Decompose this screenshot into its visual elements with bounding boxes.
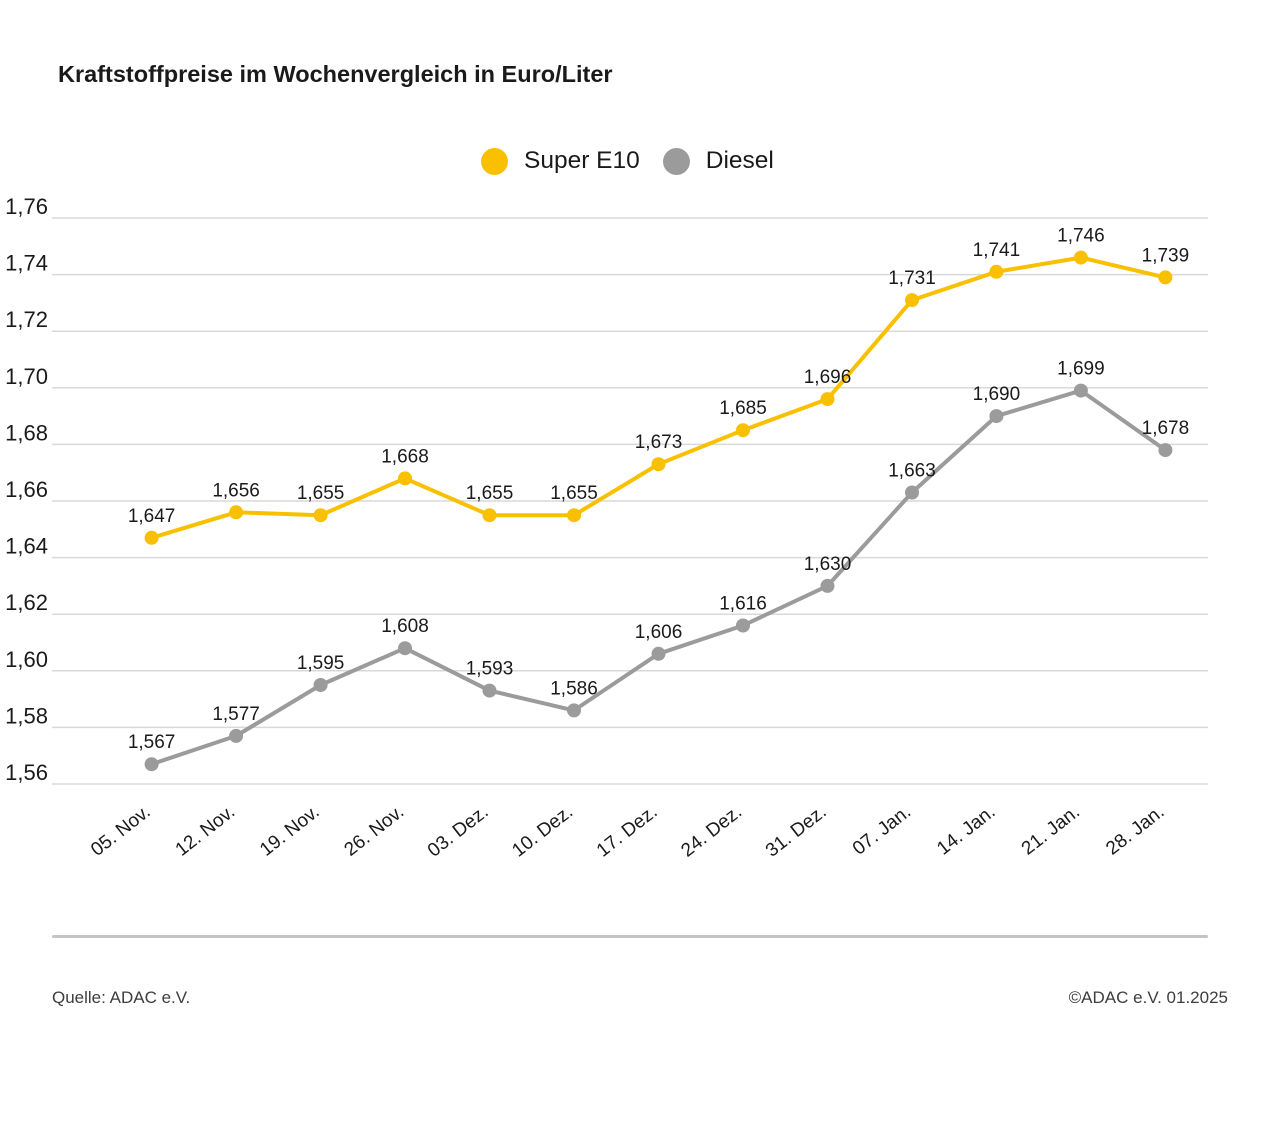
svg-text:1,74: 1,74 [5, 251, 48, 276]
svg-text:1,699: 1,699 [1057, 359, 1105, 380]
svg-text:1,60: 1,60 [5, 647, 48, 672]
svg-text:1,746: 1,746 [1057, 226, 1105, 247]
svg-text:1,616: 1,616 [719, 594, 767, 615]
svg-text:1,567: 1,567 [128, 732, 176, 753]
svg-text:05. Nov.: 05. Nov. [87, 801, 155, 860]
svg-text:1,668: 1,668 [381, 446, 429, 467]
svg-text:1,685: 1,685 [719, 398, 767, 419]
svg-text:14. Jan.: 14. Jan. [933, 801, 999, 859]
svg-text:1,586: 1,586 [550, 678, 598, 699]
svg-text:1,595: 1,595 [297, 653, 345, 674]
svg-text:19. Nov.: 19. Nov. [256, 801, 324, 860]
svg-text:1,577: 1,577 [212, 704, 260, 725]
svg-text:1,62: 1,62 [5, 590, 48, 615]
svg-text:24. Dez.: 24. Dez. [677, 801, 746, 861]
svg-text:1,647: 1,647 [128, 506, 176, 527]
svg-text:26. Nov.: 26. Nov. [340, 801, 408, 860]
svg-text:07. Jan.: 07. Jan. [849, 801, 915, 859]
svg-text:1,655: 1,655 [466, 483, 514, 504]
svg-text:21. Jan.: 21. Jan. [1018, 801, 1084, 859]
svg-text:1,673: 1,673 [635, 432, 683, 453]
svg-text:1,678: 1,678 [1142, 418, 1190, 439]
svg-text:1,656: 1,656 [212, 480, 260, 501]
svg-text:1,58: 1,58 [5, 703, 48, 728]
svg-text:1,690: 1,690 [973, 384, 1021, 405]
svg-text:1,663: 1,663 [888, 461, 936, 482]
svg-text:12. Nov.: 12. Nov. [172, 801, 240, 860]
svg-text:1,608: 1,608 [381, 616, 429, 637]
svg-text:1,739: 1,739 [1142, 245, 1190, 266]
svg-text:1,76: 1,76 [5, 194, 48, 219]
svg-text:1,68: 1,68 [5, 420, 48, 445]
svg-text:1,630: 1,630 [804, 554, 852, 575]
svg-text:1,741: 1,741 [973, 240, 1021, 261]
svg-text:1,731: 1,731 [888, 268, 936, 289]
svg-text:17. Dez.: 17. Dez. [593, 801, 662, 861]
svg-text:1,606: 1,606 [635, 622, 683, 643]
svg-text:28. Jan.: 28. Jan. [1102, 801, 1168, 859]
svg-text:31. Dez.: 31. Dez. [762, 801, 831, 861]
svg-text:1,593: 1,593 [466, 659, 514, 680]
svg-text:1,56: 1,56 [5, 760, 48, 785]
svg-text:1,64: 1,64 [5, 534, 48, 559]
svg-text:1,72: 1,72 [5, 307, 48, 332]
svg-text:1,696: 1,696 [804, 367, 852, 388]
svg-text:1,66: 1,66 [5, 477, 48, 502]
svg-text:10. Dez.: 10. Dez. [508, 801, 577, 861]
svg-text:1,70: 1,70 [5, 364, 48, 389]
svg-text:1,655: 1,655 [297, 483, 345, 504]
svg-text:03. Dez.: 03. Dez. [424, 801, 493, 861]
svg-text:1,655: 1,655 [550, 483, 598, 504]
